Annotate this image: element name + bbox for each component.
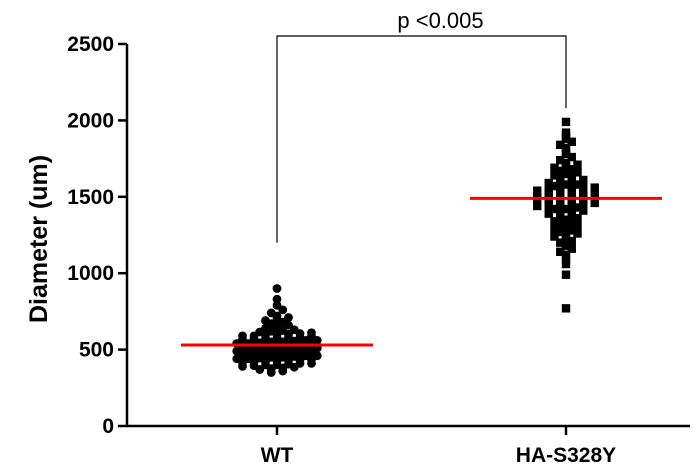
mean-lines-layer	[181, 196, 662, 347]
data-point-square	[590, 191, 599, 200]
y-tick-label: 2000	[67, 109, 114, 132]
data-point-circle	[284, 313, 293, 322]
y-tick-label: 1500	[67, 186, 114, 209]
data-point-circle	[238, 331, 247, 341]
data-point-square	[573, 203, 582, 212]
data-point-square	[567, 244, 576, 253]
data-point-square	[533, 201, 542, 211]
data-point-square	[556, 155, 565, 165]
y-tick-label: 2500	[67, 33, 114, 56]
data-point-square	[550, 217, 559, 226]
x-axis-ticks: WT HA-S328Y	[261, 426, 616, 467]
data-point-circle	[266, 308, 276, 318]
data-point-square	[567, 192, 576, 201]
data-point-square	[561, 270, 571, 279]
data-point-square	[567, 177, 576, 186]
data-point-square	[579, 195, 588, 205]
data-point-square	[567, 200, 576, 209]
data-point-circle	[272, 284, 282, 293]
data-point-square	[544, 178, 553, 188]
data-point-square	[556, 212, 565, 221]
data-point-square	[556, 247, 565, 257]
data-point-square	[561, 259, 571, 269]
data-point-square	[544, 201, 553, 211]
data-point-square	[573, 168, 582, 177]
data-point-square	[561, 250, 571, 260]
data-point-square	[579, 188, 588, 197]
axes: 0 500 1000 1500 2000 2500 WT HA-S328Y	[67, 33, 690, 467]
data-point-square	[550, 163, 559, 172]
data-point-square	[561, 128, 571, 137]
data-point-square	[556, 220, 565, 229]
data-point-square	[567, 184, 576, 194]
y-tick-label: 1000	[67, 262, 114, 285]
data-point-square	[550, 204, 559, 214]
data-point-square	[556, 166, 565, 176]
y-axis-title: Diameter (um)	[25, 155, 53, 323]
data-point-square	[544, 209, 553, 218]
data-point-square	[550, 171, 559, 180]
data-point-square	[561, 180, 571, 189]
data-point-square	[561, 223, 571, 232]
data-point-square	[550, 224, 559, 234]
significance-bracket: p <0.005	[276, 8, 567, 243]
data-point-square	[573, 180, 582, 189]
data-point-square	[567, 165, 576, 174]
data-point-square	[573, 160, 582, 169]
data-point-square	[567, 226, 576, 235]
data-point-square	[590, 198, 599, 208]
data-point-square	[579, 183, 588, 192]
data-point-square	[561, 230, 571, 240]
data-point-square	[556, 227, 565, 237]
data-point-square	[533, 186, 542, 195]
data-point-square	[579, 206, 588, 215]
data-point-square	[567, 172, 576, 182]
data-point-square	[556, 197, 565, 206]
data-point-square	[556, 140, 565, 150]
significance-bracket-line	[276, 35, 567, 243]
data-point-square	[561, 117, 571, 127]
p-value-annotation: p <0.005	[397, 8, 483, 33]
data-point-circle	[272, 300, 282, 310]
data-point-square	[561, 169, 571, 179]
data-point-square	[556, 189, 565, 198]
data-point-square	[556, 174, 565, 183]
data-point-square	[573, 213, 582, 223]
data-point-square	[556, 238, 565, 247]
data-point-square	[561, 143, 571, 153]
data-point-circle	[307, 328, 316, 338]
y-axis-ticks: 0 500 1000 1500 2000 2500	[67, 33, 127, 438]
data-point-circle	[261, 316, 270, 325]
data-point-square	[556, 184, 565, 194]
data-point-square	[567, 137, 576, 146]
data-point-square	[567, 207, 576, 217]
data-point-square	[550, 181, 559, 191]
y-tick-label: 0	[102, 415, 114, 438]
data-point-square	[567, 152, 576, 162]
data-points-layer	[232, 117, 599, 377]
data-point-square	[573, 221, 582, 231]
x-tick-label: WT	[261, 444, 294, 467]
data-point-square	[567, 236, 576, 246]
y-tick-label: 500	[79, 339, 114, 362]
data-point-square	[561, 215, 571, 224]
data-point-circle	[272, 294, 282, 304]
data-point-square	[590, 183, 599, 192]
data-point-square	[561, 158, 571, 168]
data-point-square	[550, 232, 559, 241]
data-point-square	[544, 186, 553, 195]
data-point-square	[579, 175, 588, 185]
x-tick-label: HA-S328Y	[516, 444, 616, 467]
data-point-square	[561, 204, 571, 214]
data-point-square	[573, 229, 582, 238]
data-point-square	[567, 218, 576, 227]
data-point-square	[561, 304, 571, 313]
data-point-square	[561, 255, 571, 264]
data-point-square	[561, 241, 571, 250]
data-point-square	[556, 207, 565, 217]
